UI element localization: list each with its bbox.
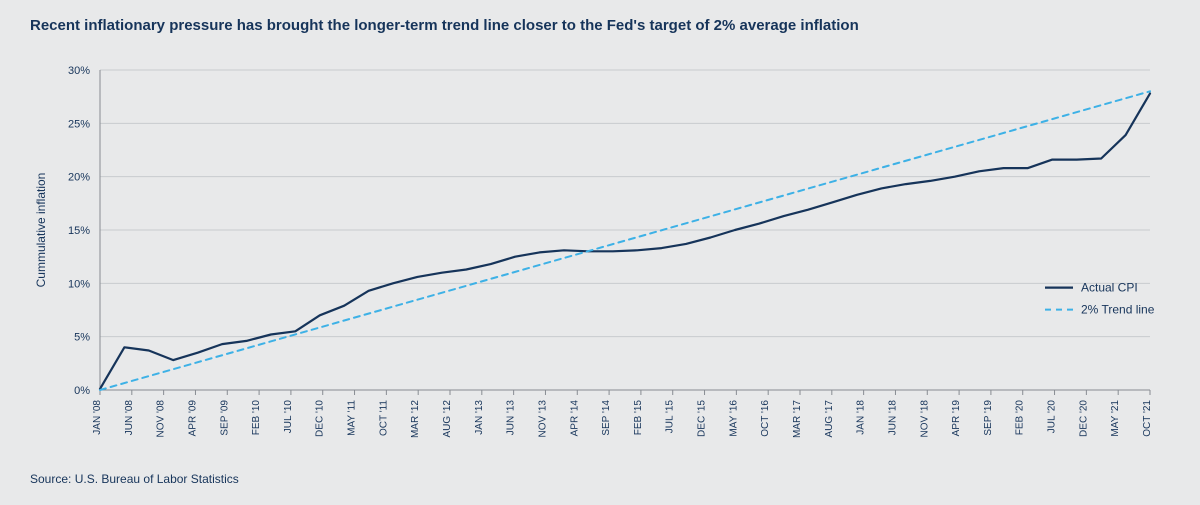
x-tick-label: OCT '16 [760, 400, 771, 437]
y-tick-label: 0% [74, 385, 90, 397]
y-tick-label: 10% [68, 278, 90, 290]
x-tick-label: APR '09 [187, 400, 198, 437]
x-tick-label: MAY '21 [1110, 400, 1121, 437]
x-tick-label: JAN '18 [856, 400, 867, 435]
inflation-line-chart: Recent inflationary pressure has brought… [0, 0, 1200, 505]
x-tick-label: FEB '10 [251, 400, 262, 436]
x-tick-label: DEC '20 [1078, 400, 1089, 437]
y-tick-label: 15% [68, 225, 90, 237]
x-tick-label: APR '14 [569, 400, 580, 437]
x-tick-label: AUG '17 [824, 400, 835, 438]
x-tick-label: MAR '17 [792, 400, 803, 438]
x-tick-label: SEP '14 [601, 400, 612, 436]
x-tick-label: DEC '10 [315, 400, 326, 437]
x-tick-label: JAN '08 [92, 400, 103, 435]
x-tick-label: NOV '13 [537, 400, 548, 438]
y-tick-label: 20% [68, 172, 90, 184]
x-tick-label: SEP '19 [983, 400, 994, 436]
legend-label: Actual CPI [1081, 281, 1138, 295]
x-tick-label: MAY '16 [728, 400, 739, 437]
x-tick-label: JUL '15 [665, 400, 676, 434]
x-tick-label: NOV '08 [156, 400, 167, 438]
chart-title: Recent inflationary pressure has brought… [30, 17, 859, 34]
y-axis-label: Cummulative inflation [34, 173, 48, 288]
x-tick-label: OCT '21 [1142, 400, 1153, 437]
x-tick-label: FEB '20 [1015, 400, 1026, 436]
x-tick-label: SEP '09 [219, 400, 230, 436]
x-tick-label: APR '19 [951, 400, 962, 437]
x-tick-label: OCT '11 [378, 400, 389, 436]
chart-source: Source: U.S. Bureau of Labor Statistics [30, 472, 239, 486]
y-tick-label: 30% [68, 65, 90, 77]
x-tick-label: JUN '18 [887, 400, 898, 436]
y-tick-label: 25% [68, 118, 90, 130]
x-tick-label: JUL '10 [283, 400, 294, 434]
x-tick-label: JAN '13 [474, 400, 485, 435]
chart-container: Recent inflationary pressure has brought… [0, 0, 1200, 505]
x-tick-label: FEB '15 [633, 400, 644, 436]
x-tick-label: MAR '12 [410, 400, 421, 438]
x-tick-label: NOV '18 [919, 400, 930, 438]
x-tick-label: JUN '13 [506, 400, 517, 436]
x-tick-label: MAY '11 [347, 400, 358, 436]
legend-label: 2% Trend line [1081, 303, 1155, 317]
x-tick-label: DEC '15 [697, 400, 708, 437]
x-tick-label: AUG '12 [442, 400, 453, 438]
x-tick-label: JUN '08 [124, 400, 135, 436]
x-tick-label: JUL '20 [1047, 400, 1058, 434]
y-tick-label: 5% [74, 332, 90, 344]
